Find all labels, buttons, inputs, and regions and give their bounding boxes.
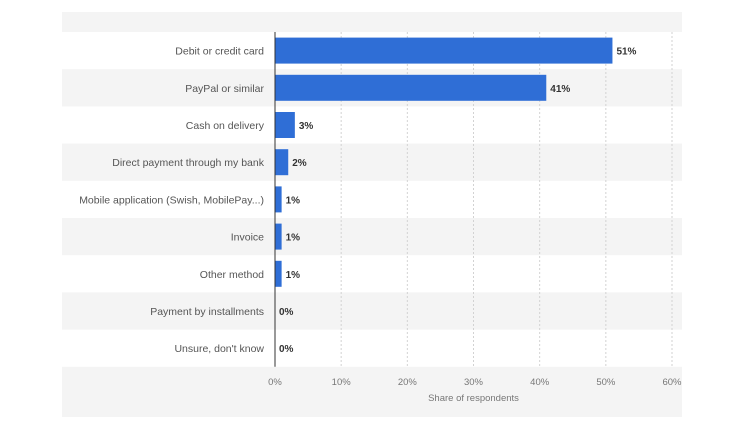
x-tick-label: 40% [530,377,550,388]
category-label: Invoice [231,232,264,244]
bar[interactable] [275,260,282,287]
value-label: 41% [550,84,570,95]
row-band [62,180,682,218]
x-axis-title: Share of respondents [428,393,519,404]
category-label: Payment by installments [150,306,264,318]
row-band [62,329,682,367]
x-tick-labels: 0% 10% 20% 30% 40% 50% 60% [268,377,682,388]
bars [275,37,613,287]
value-label: 1% [286,195,301,206]
x-tick-label: 30% [464,377,484,388]
category-label: Mobile application (Swish, MobilePay...) [79,194,264,206]
category-label: PayPal or similar [185,83,264,95]
bar[interactable] [275,74,547,101]
value-label: 3% [299,121,314,132]
x-tick-label: 20% [398,377,418,388]
value-label: 51% [616,47,636,58]
bar[interactable] [275,149,289,176]
category-label: Debit or credit card [175,46,264,58]
category-labels: Debit or credit card PayPal or similar Cas… [79,46,265,356]
value-label: 2% [292,158,307,169]
category-label: Cash on delivery [186,120,265,132]
x-tick-label: 10% [332,377,352,388]
value-label: 0% [279,307,294,318]
category-label: Other method [200,269,264,281]
bar[interactable] [275,186,282,213]
x-tick-label: 60% [662,377,682,388]
value-labels: 51% 41% 3% 2% 1% 1% 1% 0% 0% [279,47,637,356]
x-tick-label: 0% [268,377,282,388]
bar[interactable] [275,112,295,138]
value-label: 0% [279,344,294,355]
category-label: Direct payment through my bank [112,157,264,169]
bar[interactable] [275,37,613,64]
value-label: 1% [286,270,301,281]
bar[interactable] [275,223,282,250]
category-label: Unsure, don't know [174,343,264,355]
value-label: 1% [286,233,301,244]
row-band [62,106,682,144]
row-band [62,255,682,293]
x-tick-label: 50% [596,377,616,388]
